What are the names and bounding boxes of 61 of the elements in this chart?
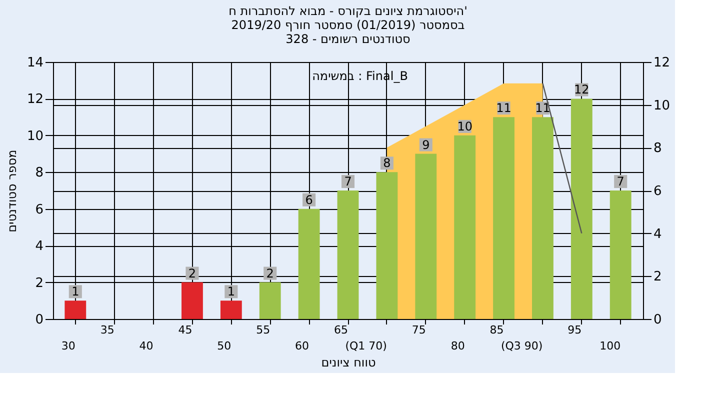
bar [454,135,476,319]
y-tick-label: 12 [26,92,44,108]
data-label: 6 [305,192,313,207]
y-tick-label: 10 [26,128,44,144]
y2-tick-label: 4 [654,226,662,242]
bar [298,208,320,319]
bar [376,172,398,319]
bar [415,154,437,319]
x-tick-label: 30 [61,340,76,352]
x-tick-label: 80 [450,340,465,352]
x-tick-label: 40 [139,340,154,352]
data-label: 11 [496,101,512,116]
data-label: 9 [422,138,430,152]
x-tick-label: (Q1 70) [345,340,387,352]
x-axis-title: טווח ציונים [321,356,376,370]
x-tick-label: 95 [568,324,582,336]
data-label: 7 [344,174,352,188]
bar [64,300,86,319]
y-tick-label: 0 [35,312,44,328]
data-label: 7 [616,174,624,188]
y-tick-label: 14 [26,56,44,70]
data-label: 1 [72,284,80,299]
data-label: 10 [457,119,472,134]
bar [570,98,592,319]
bar [532,117,554,319]
y-tick-label: 2 [35,276,44,291]
data-label: 1 [227,284,235,299]
x-tick-label: 50 [217,340,232,352]
x-tick-label: 85 [490,324,504,336]
y2-tick-label: 8 [654,141,662,156]
text: בסמסטר (01/2019) סמסטר חורף 2019/20 [231,18,465,32]
bar [220,300,242,319]
y2-tick-label: 10 [654,98,670,114]
y2-tick-label: 12 [654,56,670,70]
text: היסטוגרמת ציונים בקורס - מבוא להסתברות ח' [228,4,468,18]
y2-tick-label: 6 [654,184,662,199]
x-tick-label: 75 [412,324,426,336]
x-tick-label: 45 [178,324,192,336]
data-label: 11 [535,101,550,116]
data-label: 8 [383,156,391,170]
bar [259,282,281,319]
x-tick-label: (Q3 90) [500,340,543,352]
y2-tick-label: 2 [654,270,662,285]
data-label: 2 [188,266,196,280]
x-tick-label: 65 [334,324,348,336]
data-label: 12 [574,82,590,97]
x-tick-label: 55 [256,324,270,336]
y-tick-label: 4 [35,239,44,254]
y2-tick-label: 0 [654,312,662,328]
x-tick-label: 35 [100,324,114,336]
bar [182,282,203,319]
y-tick-label: 8 [35,166,44,181]
text: סטודנטים רשומים - 328 [286,32,410,46]
x-tick-label: 100 [600,340,621,352]
data-label: 2 [266,266,274,280]
bar [610,190,632,319]
bar [493,117,514,319]
x-tick-label: 60 [295,340,310,352]
bar [337,190,359,319]
y-axis-title: מספר סטודנטים [4,150,19,232]
y-tick-label: 6 [35,202,44,218]
